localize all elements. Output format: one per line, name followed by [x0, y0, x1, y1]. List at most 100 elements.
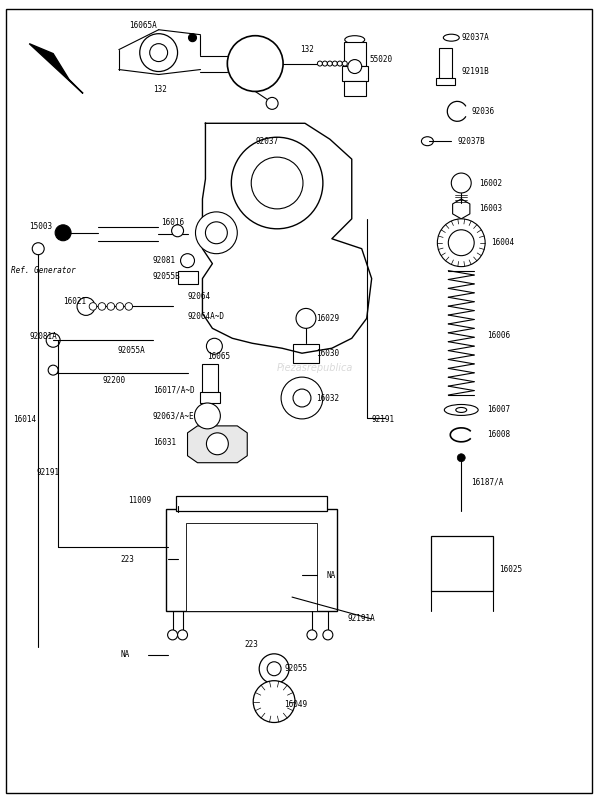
- Circle shape: [196, 212, 237, 254]
- Text: 223: 223: [121, 554, 135, 564]
- Text: 92037: 92037: [255, 137, 278, 146]
- FancyBboxPatch shape: [185, 523, 317, 611]
- Text: 132: 132: [300, 45, 314, 54]
- Circle shape: [167, 630, 178, 640]
- Circle shape: [281, 377, 323, 419]
- Polygon shape: [188, 426, 247, 462]
- Circle shape: [178, 630, 188, 640]
- Text: Piezasrepublica: Piezasrepublica: [277, 363, 353, 373]
- Ellipse shape: [345, 36, 365, 44]
- Text: 92064A~D: 92064A~D: [188, 312, 224, 321]
- Text: NA: NA: [121, 650, 130, 659]
- Circle shape: [296, 309, 316, 328]
- FancyBboxPatch shape: [293, 344, 319, 363]
- Text: 16008: 16008: [487, 430, 510, 439]
- Circle shape: [266, 98, 278, 110]
- Text: 92063/A~E: 92063/A~E: [152, 411, 194, 421]
- Text: 16065: 16065: [208, 352, 230, 361]
- Ellipse shape: [421, 137, 433, 146]
- Text: 92037A: 92037A: [461, 33, 489, 42]
- Text: 16032: 16032: [316, 394, 339, 402]
- FancyBboxPatch shape: [344, 82, 365, 97]
- Text: 92081A: 92081A: [29, 332, 57, 341]
- FancyBboxPatch shape: [342, 66, 368, 82]
- Text: 92037B: 92037B: [457, 137, 485, 146]
- Text: 92081: 92081: [152, 256, 176, 265]
- Circle shape: [437, 219, 485, 266]
- Text: 16030: 16030: [316, 349, 339, 358]
- Circle shape: [332, 61, 337, 66]
- Text: 16025: 16025: [499, 565, 522, 574]
- Ellipse shape: [445, 405, 478, 415]
- Circle shape: [98, 302, 106, 310]
- Text: 92036: 92036: [471, 107, 494, 116]
- Text: 16003: 16003: [479, 204, 502, 214]
- FancyBboxPatch shape: [178, 270, 199, 283]
- Circle shape: [116, 302, 124, 310]
- Text: 92055B: 92055B: [152, 272, 181, 281]
- Circle shape: [89, 302, 97, 310]
- Text: 92055A: 92055A: [118, 346, 146, 354]
- Text: 55020: 55020: [370, 55, 393, 64]
- Circle shape: [451, 173, 471, 193]
- Circle shape: [227, 36, 283, 91]
- Circle shape: [149, 44, 167, 62]
- Ellipse shape: [254, 205, 300, 221]
- Circle shape: [188, 34, 196, 42]
- FancyBboxPatch shape: [436, 78, 455, 86]
- Text: 16014: 16014: [13, 415, 37, 425]
- Circle shape: [32, 242, 44, 254]
- Text: 132: 132: [152, 85, 167, 94]
- FancyBboxPatch shape: [200, 392, 220, 403]
- Text: 11009: 11009: [128, 496, 151, 505]
- Circle shape: [55, 225, 71, 241]
- Circle shape: [253, 681, 295, 722]
- Circle shape: [181, 254, 194, 268]
- Circle shape: [206, 433, 229, 454]
- Text: 16006: 16006: [487, 331, 510, 340]
- Circle shape: [317, 61, 322, 66]
- Circle shape: [172, 225, 184, 237]
- Text: NA: NA: [327, 570, 336, 580]
- FancyBboxPatch shape: [344, 42, 365, 66]
- Text: 92191: 92191: [36, 468, 59, 477]
- Circle shape: [322, 61, 328, 66]
- Circle shape: [259, 654, 289, 684]
- Circle shape: [107, 302, 115, 310]
- Text: 16017/A~D: 16017/A~D: [152, 386, 194, 394]
- Text: 16031: 16031: [152, 438, 176, 447]
- Circle shape: [194, 403, 220, 429]
- Text: 16065A: 16065A: [129, 22, 157, 30]
- Text: 16187/A: 16187/A: [471, 477, 503, 486]
- Circle shape: [269, 674, 278, 683]
- Circle shape: [77, 298, 95, 315]
- FancyBboxPatch shape: [176, 495, 327, 511]
- Circle shape: [323, 630, 333, 640]
- Text: 15003: 15003: [29, 222, 52, 231]
- Circle shape: [269, 666, 278, 674]
- Text: 16029: 16029: [316, 314, 339, 323]
- Circle shape: [307, 630, 317, 640]
- Circle shape: [232, 138, 323, 229]
- Circle shape: [337, 61, 343, 66]
- Circle shape: [205, 222, 227, 244]
- Circle shape: [46, 334, 60, 347]
- Text: 16002: 16002: [479, 178, 502, 187]
- Circle shape: [267, 662, 281, 676]
- Text: 92064: 92064: [188, 292, 211, 301]
- Circle shape: [125, 302, 133, 310]
- Circle shape: [348, 59, 362, 74]
- Circle shape: [251, 157, 303, 209]
- Polygon shape: [29, 44, 83, 94]
- Ellipse shape: [456, 407, 467, 413]
- Circle shape: [457, 454, 465, 462]
- Text: 223: 223: [244, 640, 258, 650]
- Text: 92191A: 92191A: [348, 614, 376, 623]
- FancyBboxPatch shape: [439, 48, 452, 79]
- Text: 92200: 92200: [103, 375, 126, 385]
- FancyBboxPatch shape: [7, 9, 592, 793]
- FancyBboxPatch shape: [166, 510, 337, 611]
- Text: 16016: 16016: [161, 218, 184, 227]
- Circle shape: [206, 338, 223, 354]
- Ellipse shape: [443, 34, 459, 41]
